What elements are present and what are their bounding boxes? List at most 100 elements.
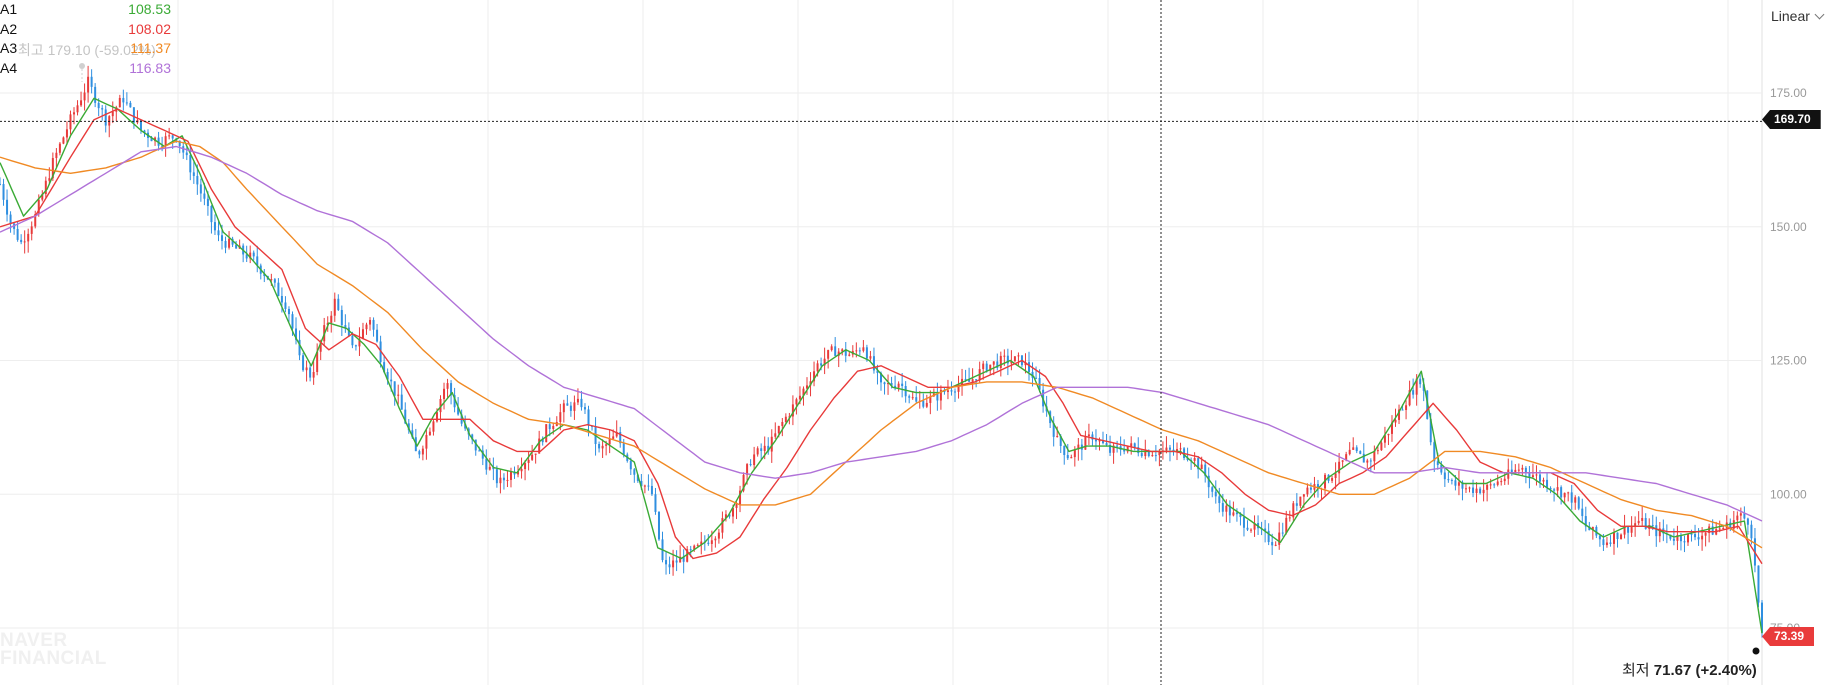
candle-body	[196, 175, 199, 185]
candle-body	[749, 464, 752, 466]
candle-body	[1761, 602, 1763, 633]
candle-body	[1087, 434, 1090, 437]
candle-body	[6, 199, 9, 215]
candle-body	[1433, 442, 1436, 462]
candle-body	[1168, 447, 1171, 450]
candle-body	[337, 298, 340, 310]
candle-body	[365, 324, 368, 330]
candle-body	[471, 434, 474, 440]
legend-name: A3	[0, 40, 18, 56]
candle-body	[1482, 489, 1485, 494]
candle-body	[1570, 492, 1573, 503]
candle-body	[668, 564, 671, 568]
candle-body	[30, 226, 33, 234]
candle-body	[894, 385, 897, 388]
candle-body	[629, 460, 632, 470]
candle-body	[1288, 517, 1291, 519]
candle-body	[1338, 461, 1341, 474]
candle-body	[929, 396, 932, 403]
candle-body	[1461, 482, 1464, 489]
candle-body	[1316, 484, 1319, 490]
candle-body	[1359, 451, 1362, 454]
candle-body	[883, 382, 886, 385]
candle-body	[171, 135, 174, 139]
candle-body	[834, 346, 837, 356]
candle-body	[397, 394, 400, 396]
candle-body	[361, 329, 364, 339]
candle-body	[1605, 542, 1608, 546]
ma-line-a4	[0, 145, 1763, 522]
candle-body	[344, 325, 347, 328]
candle-body	[1560, 487, 1563, 498]
candle-body	[770, 436, 773, 452]
candle-body	[904, 386, 907, 397]
candle-body	[0, 183, 1, 185]
candle-body	[999, 355, 1002, 368]
candle-body	[446, 383, 449, 389]
candle-body	[562, 403, 565, 413]
candle-body	[1035, 377, 1038, 379]
candle-body	[358, 338, 361, 347]
candle-body	[1295, 503, 1298, 506]
candle-body	[865, 347, 868, 359]
candle-body	[753, 454, 756, 466]
candle-body	[1443, 472, 1446, 480]
candle-body	[844, 349, 847, 356]
candle-body	[1574, 497, 1577, 503]
candle-body	[901, 383, 904, 387]
candle-body	[1591, 526, 1594, 531]
candle-body	[1746, 518, 1749, 525]
candle-body	[890, 382, 893, 386]
candle-body	[1588, 526, 1591, 531]
candle-body	[76, 105, 79, 113]
candle-body	[580, 398, 583, 408]
candle-body	[985, 363, 988, 371]
candle-body	[1415, 378, 1418, 395]
candle-body	[450, 383, 453, 396]
low-marker	[1752, 647, 1760, 655]
candle-body	[975, 379, 978, 381]
candle-body	[1066, 455, 1069, 459]
scale-dropdown[interactable]: Linear	[1771, 8, 1825, 24]
candle-body	[1531, 475, 1534, 477]
candle-body	[478, 450, 481, 452]
candle-body	[1144, 451, 1147, 457]
candle-body	[541, 438, 544, 443]
candle-body	[608, 438, 611, 445]
candle-body	[235, 244, 238, 249]
candle-body	[760, 448, 763, 451]
candle-body	[1355, 447, 1358, 452]
candle-body	[411, 430, 414, 438]
watermark-line2: FINANCIAL	[0, 648, 107, 669]
candle-body	[777, 425, 780, 434]
candle-body	[495, 469, 498, 484]
candle-body	[1165, 447, 1168, 451]
candle-body	[696, 544, 699, 546]
candle-body	[548, 424, 551, 429]
candle-body	[228, 238, 231, 248]
candle-body	[443, 388, 446, 399]
candle-body	[1366, 460, 1369, 463]
candle-body	[421, 448, 424, 455]
candle-body	[273, 279, 276, 283]
candle-body	[1250, 529, 1253, 531]
candle-body	[957, 385, 960, 392]
candle-body	[372, 319, 375, 330]
candle-body	[55, 152, 58, 159]
candle-body	[435, 412, 438, 422]
candle-body	[1757, 565, 1760, 603]
candle-body	[1362, 453, 1365, 463]
candle-body	[1204, 464, 1207, 476]
candle-body	[700, 541, 703, 545]
candle-body	[622, 443, 625, 455]
candle-body	[1521, 467, 1524, 470]
candle-body	[376, 329, 379, 342]
candle-body	[675, 560, 678, 563]
candle-body	[298, 339, 301, 356]
candle-body	[1186, 458, 1189, 460]
candle-body	[1686, 533, 1689, 543]
candle-body	[192, 172, 195, 176]
candle-body	[1644, 518, 1647, 529]
